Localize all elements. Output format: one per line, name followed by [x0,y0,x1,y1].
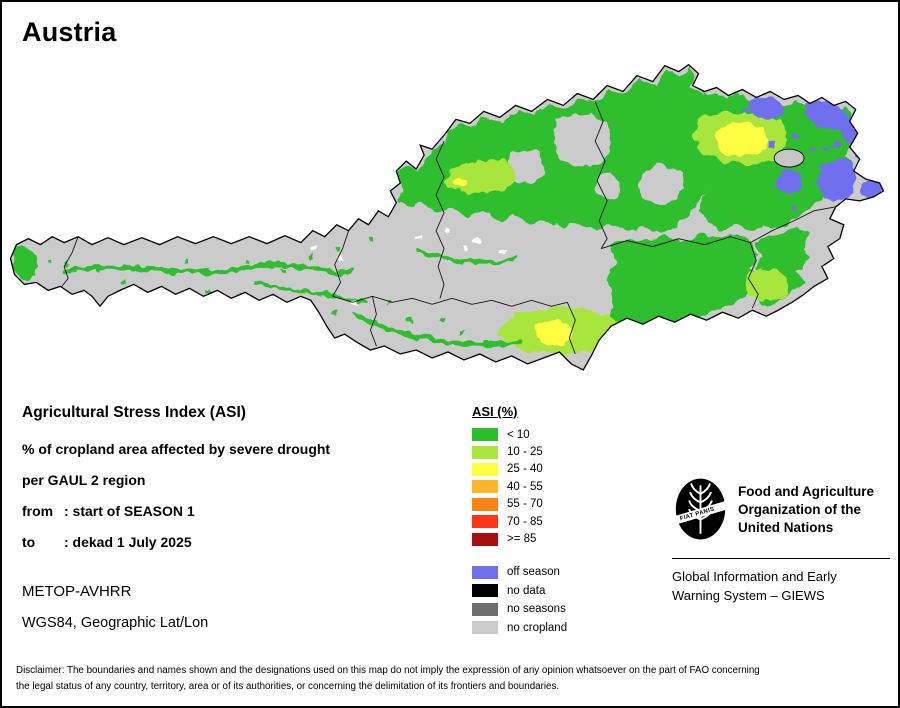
asi-heading: Agricultural Stress Index (ASI) [22,404,246,421]
sensor-name: METOP-AVHRR [22,583,132,600]
legend-swatch [472,462,498,476]
legend-swatch [472,428,498,442]
legend-title: ASI (%) [472,404,518,419]
legend-swatch [472,532,498,546]
legend-item: 55 - 70 [472,496,567,513]
legend-item: 40 - 55 [472,478,567,495]
fiat-panis-ribbon [673,501,728,525]
legend-item: no cropland [472,619,567,638]
vienna-region [773,148,805,168]
fao-name-line: Food and Agriculture [738,484,874,499]
info-line-gaul: per GAUL 2 region [22,472,146,488]
legend-item: no seasons [472,600,567,619]
legend-item: off season [472,563,567,582]
to-value: : dekad 1 July 2025 [64,534,192,550]
legend-label: no data [507,584,546,597]
giews-line: Warning System – GIEWS [672,587,825,603]
legend-label: no seasons [507,603,566,616]
map-info-block: Agricultural Stress Index (ASI) % of cro… [22,404,462,631]
legend-label: 40 - 55 [507,480,543,493]
legend-asi-classes: < 10 10 - 25 25 - 40 40 - 55 55 - 70 70 - 85 >… [472,426,567,548]
to-label: to [22,534,36,550]
legend-label: 55 - 70 [507,498,543,511]
legend-item: < 10 [472,426,567,443]
legend-item: 25 - 40 [472,461,567,478]
disclaimer: Disclaimer: The boundaries and names sho… [16,665,760,692]
info-line-to: to : dekad 1 July 2025 [22,534,462,550]
legend-label: 70 - 85 [507,515,543,528]
legend-item: 70 - 85 [472,513,567,530]
legend-swatch [472,515,498,529]
from-label: from [22,503,54,519]
legend-label: off season [507,566,560,579]
region-boundaries [59,101,836,355]
legend: ASI (%) < 10 10 - 25 25 - 40 40 - 55 55 - 70… [472,404,567,637]
legend-swatch [472,621,498,635]
legend-swatch [472,480,498,494]
giews-line: Global Information and Early [672,569,837,584]
legend-swatch [472,565,498,579]
fao-block: FIAT PANIS Food and Agriculture Organiza… [672,476,890,606]
legend-label: no cropland [507,621,568,634]
legend-item: no data [472,581,567,600]
fao-identity: FIAT PANIS Food and Agriculture Organiza… [672,476,890,544]
fao-name: Food and Agriculture Organization of the… [738,476,874,537]
legend-label: >= 85 [507,533,537,546]
asi-raster-layer [11,67,882,355]
giews-divider [672,558,890,559]
info-line-from: from : start of SEASON 1 [22,503,462,519]
projection-info: WGS84, Geographic Lat/Lon [22,615,209,631]
from-value: : start of SEASON 1 [64,503,195,519]
legend-item: 10 - 25 [472,443,567,460]
fao-logo: FIAT PANIS [673,478,728,540]
legend-label: < 10 [507,428,530,441]
fao-name-line: United Nations [738,520,834,536]
giews-subtitle: Global Information and Early Warning Sys… [672,568,890,606]
page-title: Austria [22,17,117,47]
info-line-cropland: % of cropland area affected by severe dr… [22,441,331,457]
legend-swatch [472,584,498,598]
fao-name-line: Organization of the [738,502,861,518]
legend-swatch [472,445,498,459]
austria-outline [9,63,885,371]
legend-item: >= 85 [472,530,567,547]
legend-swatch [472,602,498,616]
legend-extra-classes: off season no data no seasons no cropland [472,563,567,637]
legend-swatch [472,497,498,511]
legend-label: 25 - 40 [507,463,543,476]
legend-label: 10 - 25 [507,446,543,459]
